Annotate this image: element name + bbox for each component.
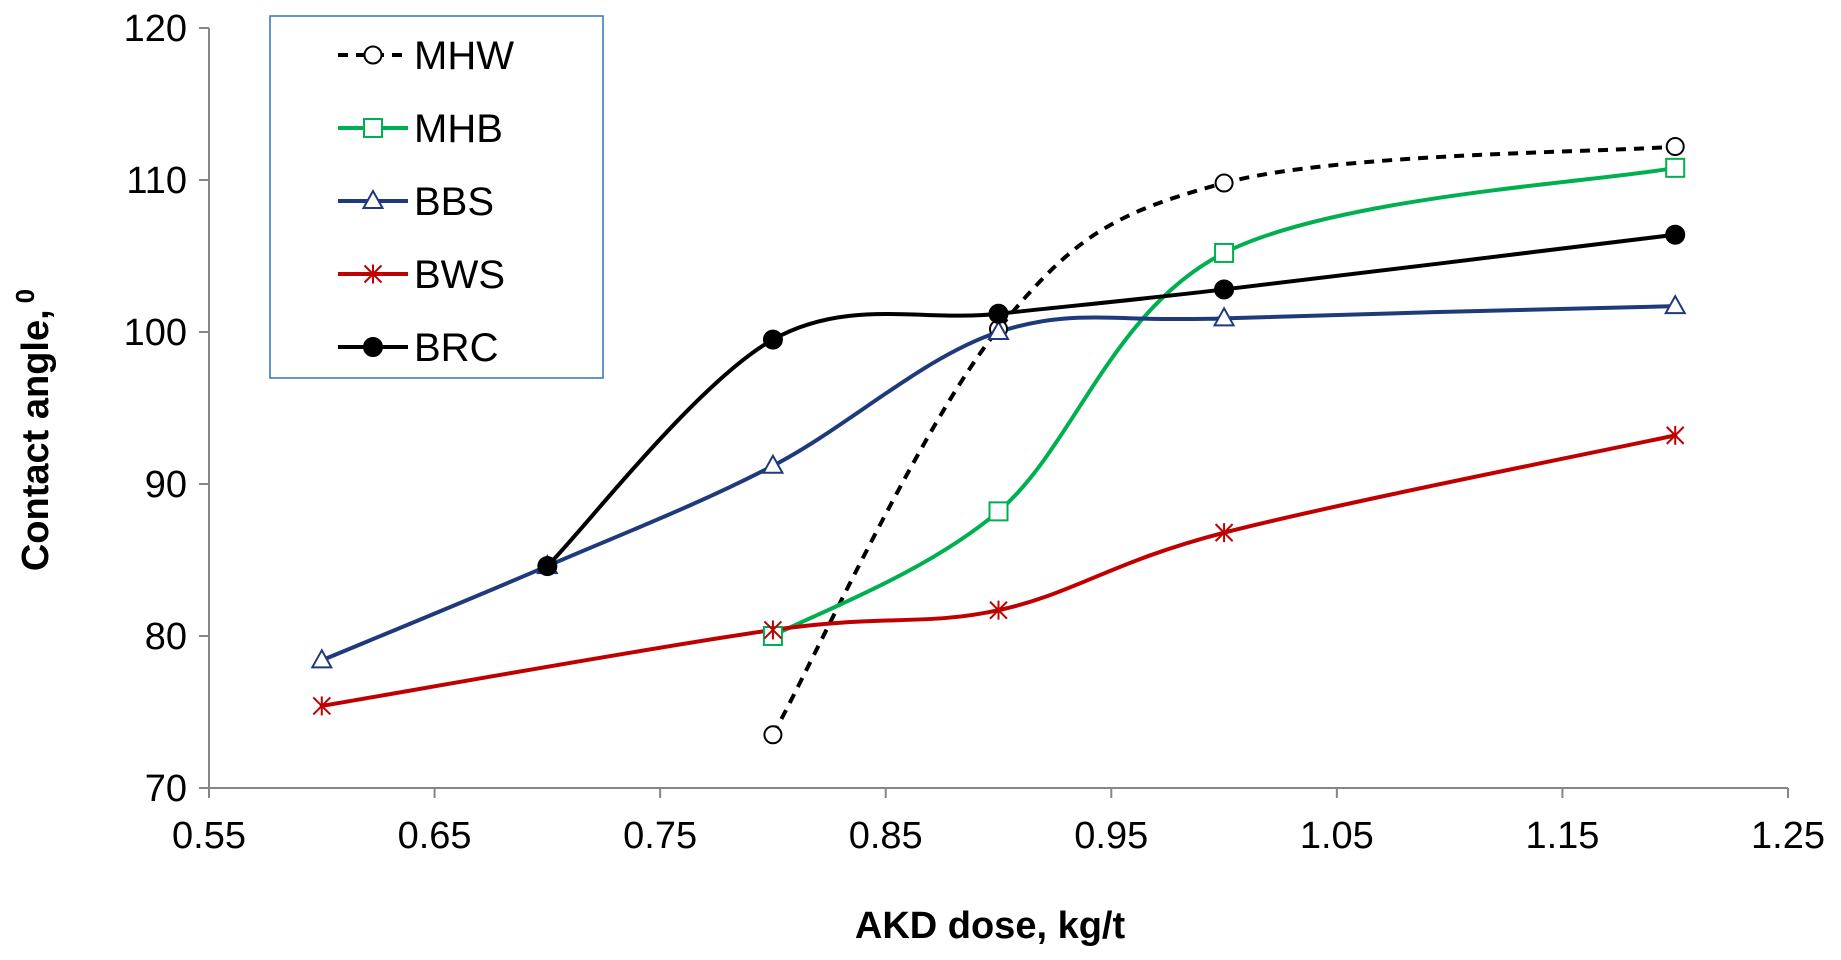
data-point-bbs bbox=[310, 648, 333, 669]
data-point-brc bbox=[537, 556, 558, 577]
x-axis-title: AKD dose, kg/t bbox=[855, 905, 1126, 947]
y-axis-ticks: 70 80 90 100 110 120 bbox=[124, 8, 209, 810]
x-tick-label: 1.15 bbox=[1525, 815, 1599, 857]
data-point-brc bbox=[762, 329, 783, 350]
series-line-brc bbox=[545, 232, 1678, 569]
legend-marker-mhb bbox=[363, 118, 383, 138]
x-axis-ticks: 0.55 0.65 0.75 0.85 0.95 1.05 1.15 1.25 bbox=[172, 788, 1825, 857]
series-markers bbox=[310, 137, 1687, 745]
data-point-bws bbox=[312, 696, 331, 716]
data-point-mhb bbox=[988, 501, 1009, 522]
y-tick-label: 80 bbox=[145, 616, 187, 658]
data-point-bbs bbox=[987, 319, 1010, 340]
legend: MHW MHB BBS BWS BRC bbox=[269, 15, 604, 379]
x-tick-label: 0.65 bbox=[398, 815, 472, 857]
legend-label-mhb: MHB bbox=[414, 107, 503, 151]
y-axis-title-text: Contact angle, bbox=[15, 309, 57, 571]
data-point-bws bbox=[1214, 523, 1234, 543]
data-point-brc bbox=[988, 303, 1009, 324]
data-point-bws bbox=[989, 600, 1008, 620]
legend-marker-mhw bbox=[363, 45, 383, 65]
x-tick-label: 1.25 bbox=[1751, 815, 1825, 857]
data-point-mhb bbox=[1665, 157, 1686, 178]
x-tick-label: 0.95 bbox=[1074, 815, 1148, 857]
series-line-mhb bbox=[770, 165, 1678, 638]
axes: 70 80 90 100 110 120 0.55 0.65 0.75 0.85 0.95 1.05… bbox=[124, 8, 1825, 857]
data-point-brc bbox=[1214, 279, 1235, 300]
y-tick-label: 70 bbox=[145, 768, 187, 810]
data-point-mhw bbox=[763, 725, 783, 745]
data-point-bbs bbox=[1212, 306, 1236, 327]
x-tick-label: 0.75 bbox=[623, 815, 697, 857]
y-tick-label: 100 bbox=[124, 312, 187, 354]
y-axis-title-superscript: 0 bbox=[10, 289, 40, 303]
data-point-bbs bbox=[761, 453, 785, 474]
x-tick-label: 1.05 bbox=[1300, 815, 1374, 857]
data-point-bws bbox=[1666, 425, 1685, 445]
legend-box bbox=[269, 15, 604, 379]
legend-marker-bbs bbox=[361, 188, 385, 209]
legend-label-bws: BWS bbox=[414, 253, 505, 297]
legend-marker-brc bbox=[363, 337, 383, 357]
y-axis-title: Contact angle, 0 bbox=[10, 289, 57, 571]
legend-label-mhw: MHW bbox=[414, 34, 514, 78]
y-tick-label: 120 bbox=[124, 8, 187, 50]
data-point-mhb bbox=[1214, 242, 1235, 263]
series-line-mhw bbox=[771, 144, 1676, 736]
x-tick-label: 0.55 bbox=[172, 815, 246, 857]
legend-marker-bws bbox=[363, 264, 383, 284]
series-line-bws bbox=[319, 433, 1678, 708]
series-line-bbs bbox=[319, 304, 1678, 663]
data-point-brc bbox=[1665, 224, 1686, 245]
legend-label-bbs: BBS bbox=[414, 180, 494, 224]
data-point-bws bbox=[763, 620, 783, 640]
y-tick-label: 110 bbox=[126, 160, 187, 202]
data-point-mhw bbox=[1665, 137, 1685, 157]
data-point-mhw bbox=[1214, 173, 1234, 193]
legend-label-brc: BRC bbox=[414, 326, 498, 370]
y-tick-label: 90 bbox=[145, 464, 187, 506]
x-tick-label: 0.85 bbox=[849, 815, 923, 857]
data-point-bbs bbox=[1664, 294, 1687, 315]
